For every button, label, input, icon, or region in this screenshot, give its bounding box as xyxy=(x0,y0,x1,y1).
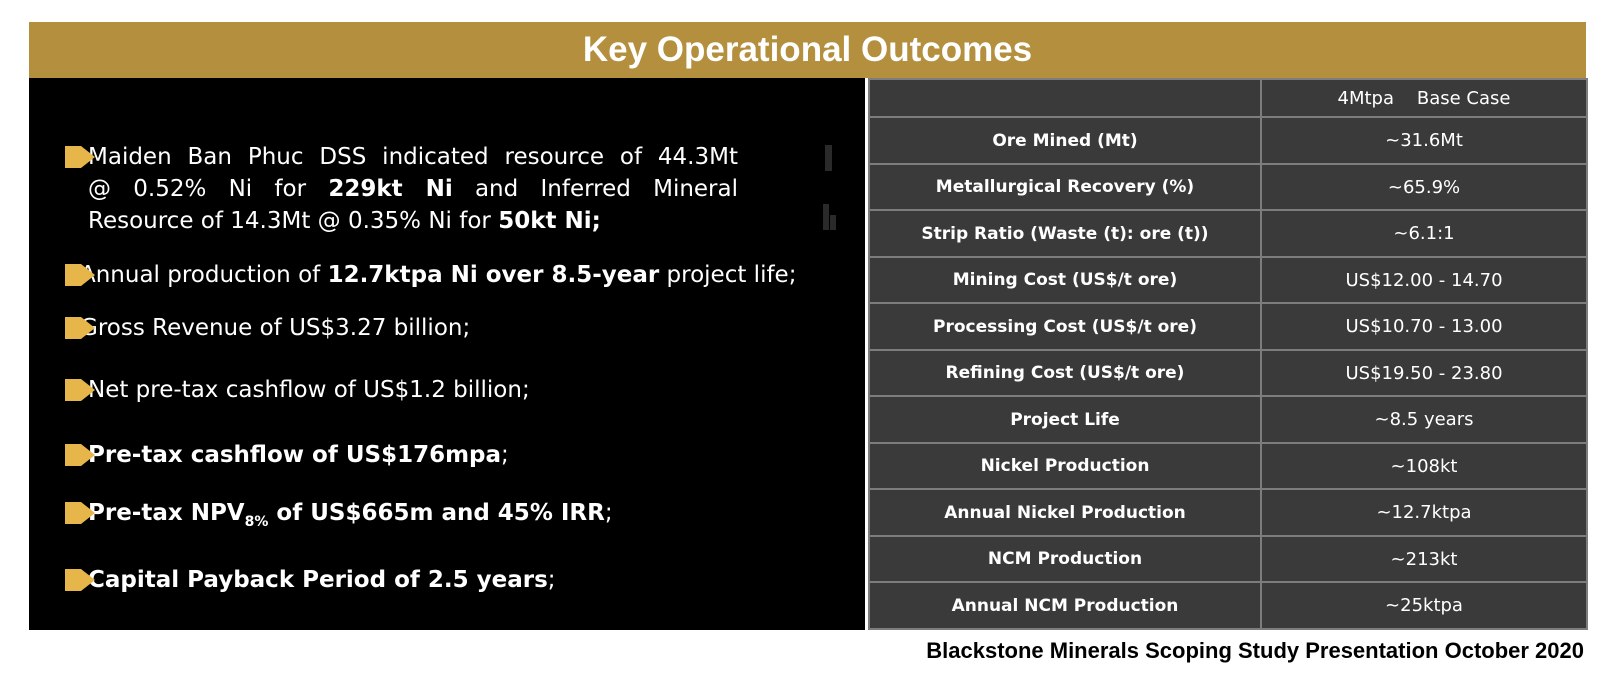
bullet-line: Annual production of 12.7ktpa Ni over 8.… xyxy=(80,262,796,288)
table-row: Refining Cost (US$/t ore) US$19.50 - 23.8… xyxy=(868,348,1588,398)
metric-value: ~12.7ktpa xyxy=(1260,488,1588,537)
bullet-text: @ 0.52% Ni for xyxy=(88,176,329,202)
bold-text: 8% xyxy=(244,514,269,530)
image-fragment-2 xyxy=(823,204,829,230)
bold-text: 12.7ktpa Ni over 8.5-year xyxy=(327,262,660,288)
image-fragment-3 xyxy=(830,215,836,230)
bullet-text: Resource of 14.3Mt @ 0.35% Ni for xyxy=(88,208,499,234)
bullet-text: ; xyxy=(547,567,556,593)
metric-value: US$12.00 - 14.70 xyxy=(1260,255,1588,305)
metric-value: ~8.5 years xyxy=(1260,395,1588,444)
metric-label: Project Life xyxy=(868,395,1262,444)
bullet-text: Net pre-tax cashflow of US$1.2 billion; xyxy=(88,377,530,403)
bullet-text: ; xyxy=(604,500,613,526)
bullet-text: Annual production of xyxy=(80,262,328,288)
bullet-item: Pre-tax NPV8% of US$665m and 45% IRR; xyxy=(65,497,613,529)
bullet-item: Capital Payback Period of 2.5 years; xyxy=(65,564,556,596)
metric-label: Metallurgical Recovery (%) xyxy=(868,162,1262,212)
bullet-item: Net pre-tax cashflow of US$1.2 billion; xyxy=(65,374,530,406)
bullet-line: @ 0.52% Ni for 229kt Ni and Inferred Min… xyxy=(88,173,738,205)
outcomes-table: 4Mtpa Base Case Ore Mined (Mt) ~31.6Mt Meta… xyxy=(868,77,1588,630)
bullet-marker-icon xyxy=(65,264,95,286)
metric-label: Annual NCM Production xyxy=(868,581,1262,630)
table-header-row: 4Mtpa Base Case xyxy=(868,77,1588,119)
bullet-text: Maiden Ban Phuc DSS indicated resource o… xyxy=(88,144,738,170)
metric-value: ~108kt xyxy=(1260,441,1588,491)
metric-value: ~6.1:1 xyxy=(1260,209,1588,258)
bullet-item: Gross Revenue of US$3.27 billion; xyxy=(65,312,470,344)
metric-value: ~213kt xyxy=(1260,534,1588,584)
bold-text: Pre-tax NPV xyxy=(88,500,245,526)
bullet-text: and Inferred Mineral xyxy=(452,176,738,202)
bullet-item: Maiden Ban Phuc DSS indicated resource o… xyxy=(65,141,738,237)
image-fragment-1 xyxy=(825,145,832,171)
bullet-marker-icon xyxy=(65,317,95,339)
metric-label: Mining Cost (US$/t ore) xyxy=(868,255,1262,305)
metric-value: US$19.50 - 23.80 xyxy=(1260,348,1588,398)
bullet-line: Pre-tax NPV8% of US$665m and 45% IRR; xyxy=(88,500,613,529)
outcomes-panel: Maiden Ban Phuc DSS indicated resource o… xyxy=(29,78,865,630)
bold-text: 229kt Ni xyxy=(328,176,453,202)
source-caption: Blackstone Minerals Scoping Study Presen… xyxy=(926,638,1584,663)
bold-text: Capital Payback Period of 2.5 years xyxy=(88,567,548,593)
table-row: Mining Cost (US$/t ore) US$12.00 - 14.70 xyxy=(868,255,1588,305)
bullet-marker-icon xyxy=(65,379,95,401)
table-row: NCM Production ~213kt xyxy=(868,534,1588,584)
bullet-marker-icon xyxy=(65,569,95,591)
metric-value: ~25ktpa xyxy=(1260,581,1588,630)
table-row: Strip Ratio (Waste (t): ore (t)) ~6.1:1 xyxy=(868,209,1588,258)
panel-divider xyxy=(865,78,868,630)
metric-label: Processing Cost (US$/t ore) xyxy=(868,302,1262,351)
bullet-marker-icon xyxy=(65,444,95,466)
bullet-text: Gross Revenue of US$3.27 billion; xyxy=(80,315,471,341)
table-row: Ore Mined (Mt) ~31.6Mt xyxy=(868,116,1588,165)
bullet-item: Annual production of 12.7ktpa Ni over 8.… xyxy=(65,259,796,291)
bullet-marker-icon xyxy=(65,502,95,524)
metric-label: Annual Nickel Production xyxy=(868,488,1262,537)
bullet-line: Maiden Ban Phuc DSS indicated resource o… xyxy=(88,141,738,173)
bold-text: 50kt Ni; xyxy=(498,208,601,234)
metric-label: Refining Cost (US$/t ore) xyxy=(868,348,1262,398)
table-row: Annual Nickel Production ~12.7ktpa xyxy=(868,488,1588,537)
bullet-line: Net pre-tax cashflow of US$1.2 billion; xyxy=(88,377,530,403)
header-cell-empty xyxy=(868,77,1262,119)
bold-text: of US$665m and 45% IRR xyxy=(268,500,605,526)
metric-label: Strip Ratio (Waste (t): ore (t)) xyxy=(868,209,1262,258)
bullet-line: Gross Revenue of US$3.27 billion; xyxy=(80,315,470,341)
header-cell-case: 4Mtpa Base Case xyxy=(1260,77,1588,119)
table-row: Project Life ~8.5 years xyxy=(868,395,1588,444)
bullet-marker-icon xyxy=(65,146,95,168)
bullet-line: Capital Payback Period of 2.5 years; xyxy=(88,567,556,593)
bullet-line: Pre-tax cashflow of US$176mpa; xyxy=(88,442,509,468)
metric-value: US$10.70 - 13.00 xyxy=(1260,302,1588,351)
table-row: Nickel Production ~108kt xyxy=(868,441,1588,491)
bullet-item: Pre-tax cashflow of US$176mpa; xyxy=(65,439,509,471)
metric-label: Nickel Production xyxy=(868,441,1262,491)
bullet-line: Resource of 14.3Mt @ 0.35% Ni for 50kt N… xyxy=(88,205,738,237)
bullet-text: ; xyxy=(501,442,509,468)
metric-value: ~65.9% xyxy=(1260,162,1588,212)
bullet-text: project life; xyxy=(659,262,797,288)
table-row: Annual NCM Production ~25ktpa xyxy=(868,581,1588,630)
table-row: Processing Cost (US$/t ore) US$10.70 - 13… xyxy=(868,302,1588,351)
metric-label: Ore Mined (Mt) xyxy=(868,116,1262,165)
page-title: Key Operational Outcomes xyxy=(29,22,1586,78)
bold-text: Pre-tax cashflow of US$176mpa xyxy=(88,442,502,468)
metric-value: ~31.6Mt xyxy=(1260,116,1588,165)
table-row: Metallurgical Recovery (%) ~65.9% xyxy=(868,162,1588,212)
metric-label: NCM Production xyxy=(868,534,1262,584)
